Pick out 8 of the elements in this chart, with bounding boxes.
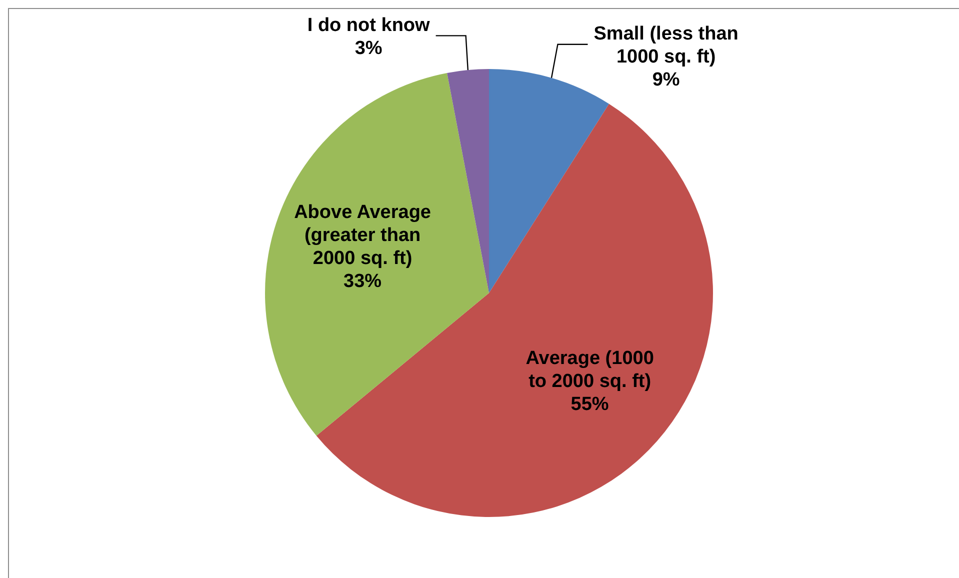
data-label: 3% <box>354 38 382 59</box>
data-label: 55% <box>570 394 609 416</box>
data-label: 9% <box>652 70 680 91</box>
slice-label: I do not know <box>307 14 430 36</box>
slice-label: Small (less than 1000 sq. ft) <box>594 24 738 68</box>
data-label: 33% <box>344 271 382 292</box>
slice-label: Above Average (greater than 2000 sq. ft) <box>294 202 432 270</box>
slice-label: Average (1000 to 2000 sq. ft) <box>526 348 654 392</box>
